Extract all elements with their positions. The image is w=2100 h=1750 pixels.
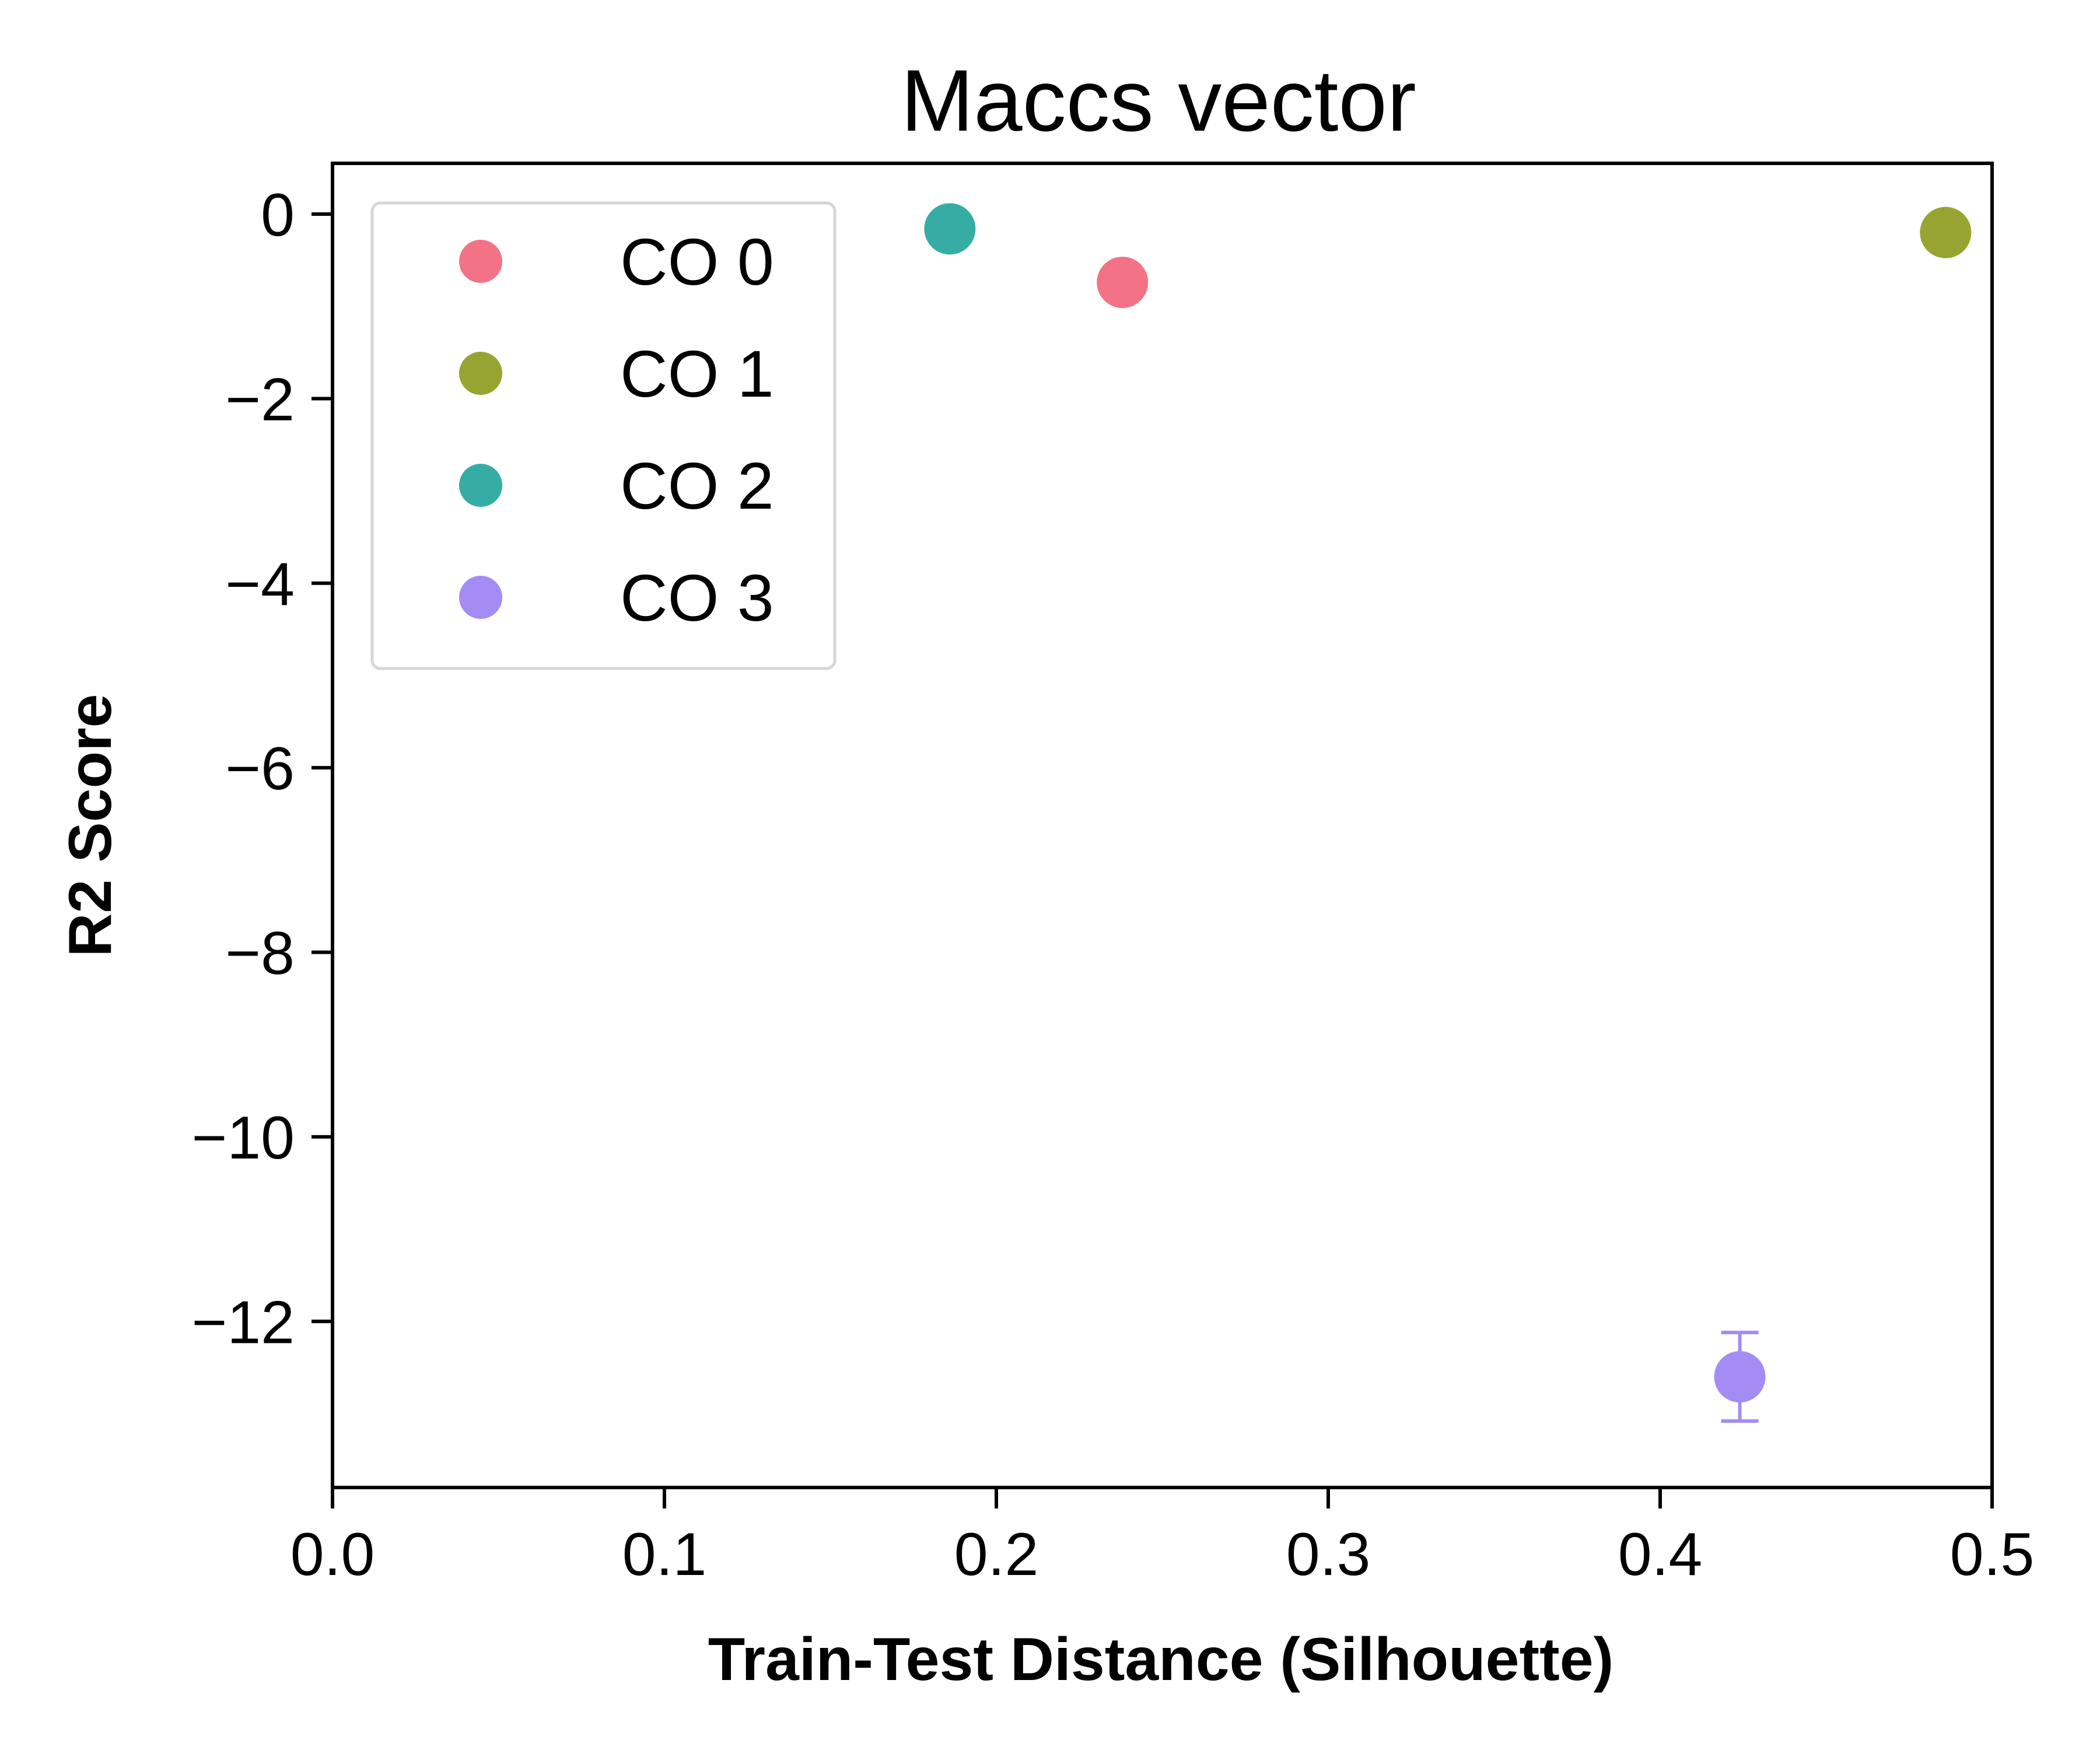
point-co-2 xyxy=(924,203,976,255)
x-tick-label: 0.2 xyxy=(954,1521,1039,1588)
legend-label-co-3: CO 3 xyxy=(620,561,774,635)
chart-title: Maccs vector xyxy=(901,51,1416,149)
x-axis-label: Train-Test Distance (Silhouette) xyxy=(708,1626,1614,1693)
y-tick-label: −6 xyxy=(225,735,295,803)
legend-marker-co-0 xyxy=(459,240,502,283)
y-axis-label: R2 Score xyxy=(57,694,124,957)
legend-marker-co-3 xyxy=(459,576,502,619)
data-points xyxy=(924,203,1972,1423)
y-tick-label: −10 xyxy=(192,1104,295,1172)
legend-label-co-0: CO 0 xyxy=(620,225,774,299)
legend-frame xyxy=(370,201,836,670)
x-tick-label: 0.0 xyxy=(290,1521,375,1588)
y-tick-label: −12 xyxy=(192,1289,295,1356)
point-co-0 xyxy=(1097,257,1149,309)
x-tick-label: 0.3 xyxy=(1286,1521,1371,1588)
x-axis-ticks: 0.0 0.1 0.2 0.3 0.4 0.5 xyxy=(290,1488,2035,1588)
legend: CO 0 CO 1 CO 2 CO 3 xyxy=(370,201,836,670)
y-tick-label: −8 xyxy=(225,920,295,988)
legend-marker-co-1 xyxy=(459,352,502,395)
point-co-3 xyxy=(1714,1351,1766,1403)
x-tick-label: 0.4 xyxy=(1618,1521,1703,1588)
legend-label-co-2: CO 2 xyxy=(620,449,774,523)
point-co-1 xyxy=(1920,206,1972,258)
y-tick-label: −2 xyxy=(225,366,295,433)
x-tick-label: 0.5 xyxy=(1950,1521,2035,1588)
x-tick-label: 0.1 xyxy=(622,1521,707,1588)
legend-marker-co-2 xyxy=(459,464,502,507)
y-tick-label: −4 xyxy=(225,551,295,618)
y-axis-ticks: 0 −2 −4 −6 −8 −10 −12 xyxy=(192,181,332,1356)
plot-frame xyxy=(331,162,1994,1489)
legend-label-co-1: CO 1 xyxy=(620,337,774,411)
y-tick-label: 0 xyxy=(261,181,295,249)
